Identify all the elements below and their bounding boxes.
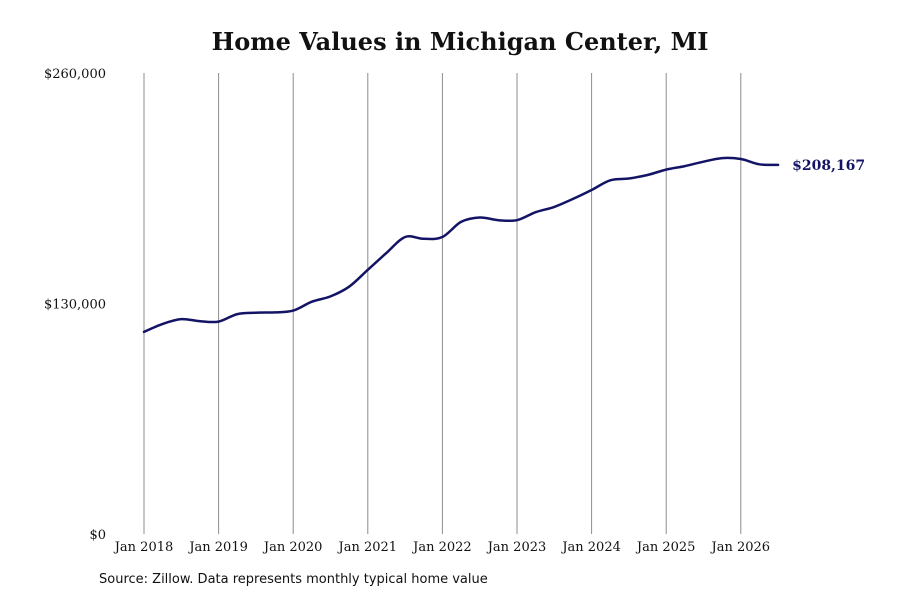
- end-value-label: $208,167: [792, 158, 865, 174]
- x-tick-label: Jan 2019: [187, 540, 248, 555]
- x-tick-label: Jan 2024: [560, 540, 621, 555]
- x-tick-label: Jan 2023: [486, 540, 547, 555]
- y-axis: $0 $130,000 $260,000: [44, 67, 106, 543]
- y-tick-label: $130,000: [44, 298, 106, 313]
- x-tick-label: Jan 2018: [113, 540, 174, 555]
- chart-title: Home Values in Michigan Center, MI: [212, 27, 709, 56]
- x-tick-label: Jan 2026: [710, 540, 771, 555]
- x-axis: Jan 2018 Jan 2019 Jan 2020 Jan 2021 Jan 2022…: [113, 540, 770, 555]
- source-note: Source: Zillow. Data represents monthly …: [99, 572, 488, 587]
- y-tick-label: $0: [89, 528, 106, 543]
- y-tick-label: $260,000: [44, 67, 106, 82]
- gridlines: [143, 73, 742, 534]
- x-tick-label: Jan 2021: [337, 540, 398, 555]
- x-tick-label: Jan 2020: [262, 540, 323, 555]
- x-tick-label: Jan 2022: [411, 540, 472, 555]
- series-line: [142, 156, 780, 334]
- series-group: [142, 156, 780, 334]
- x-tick-label: Jan 2025: [635, 540, 696, 555]
